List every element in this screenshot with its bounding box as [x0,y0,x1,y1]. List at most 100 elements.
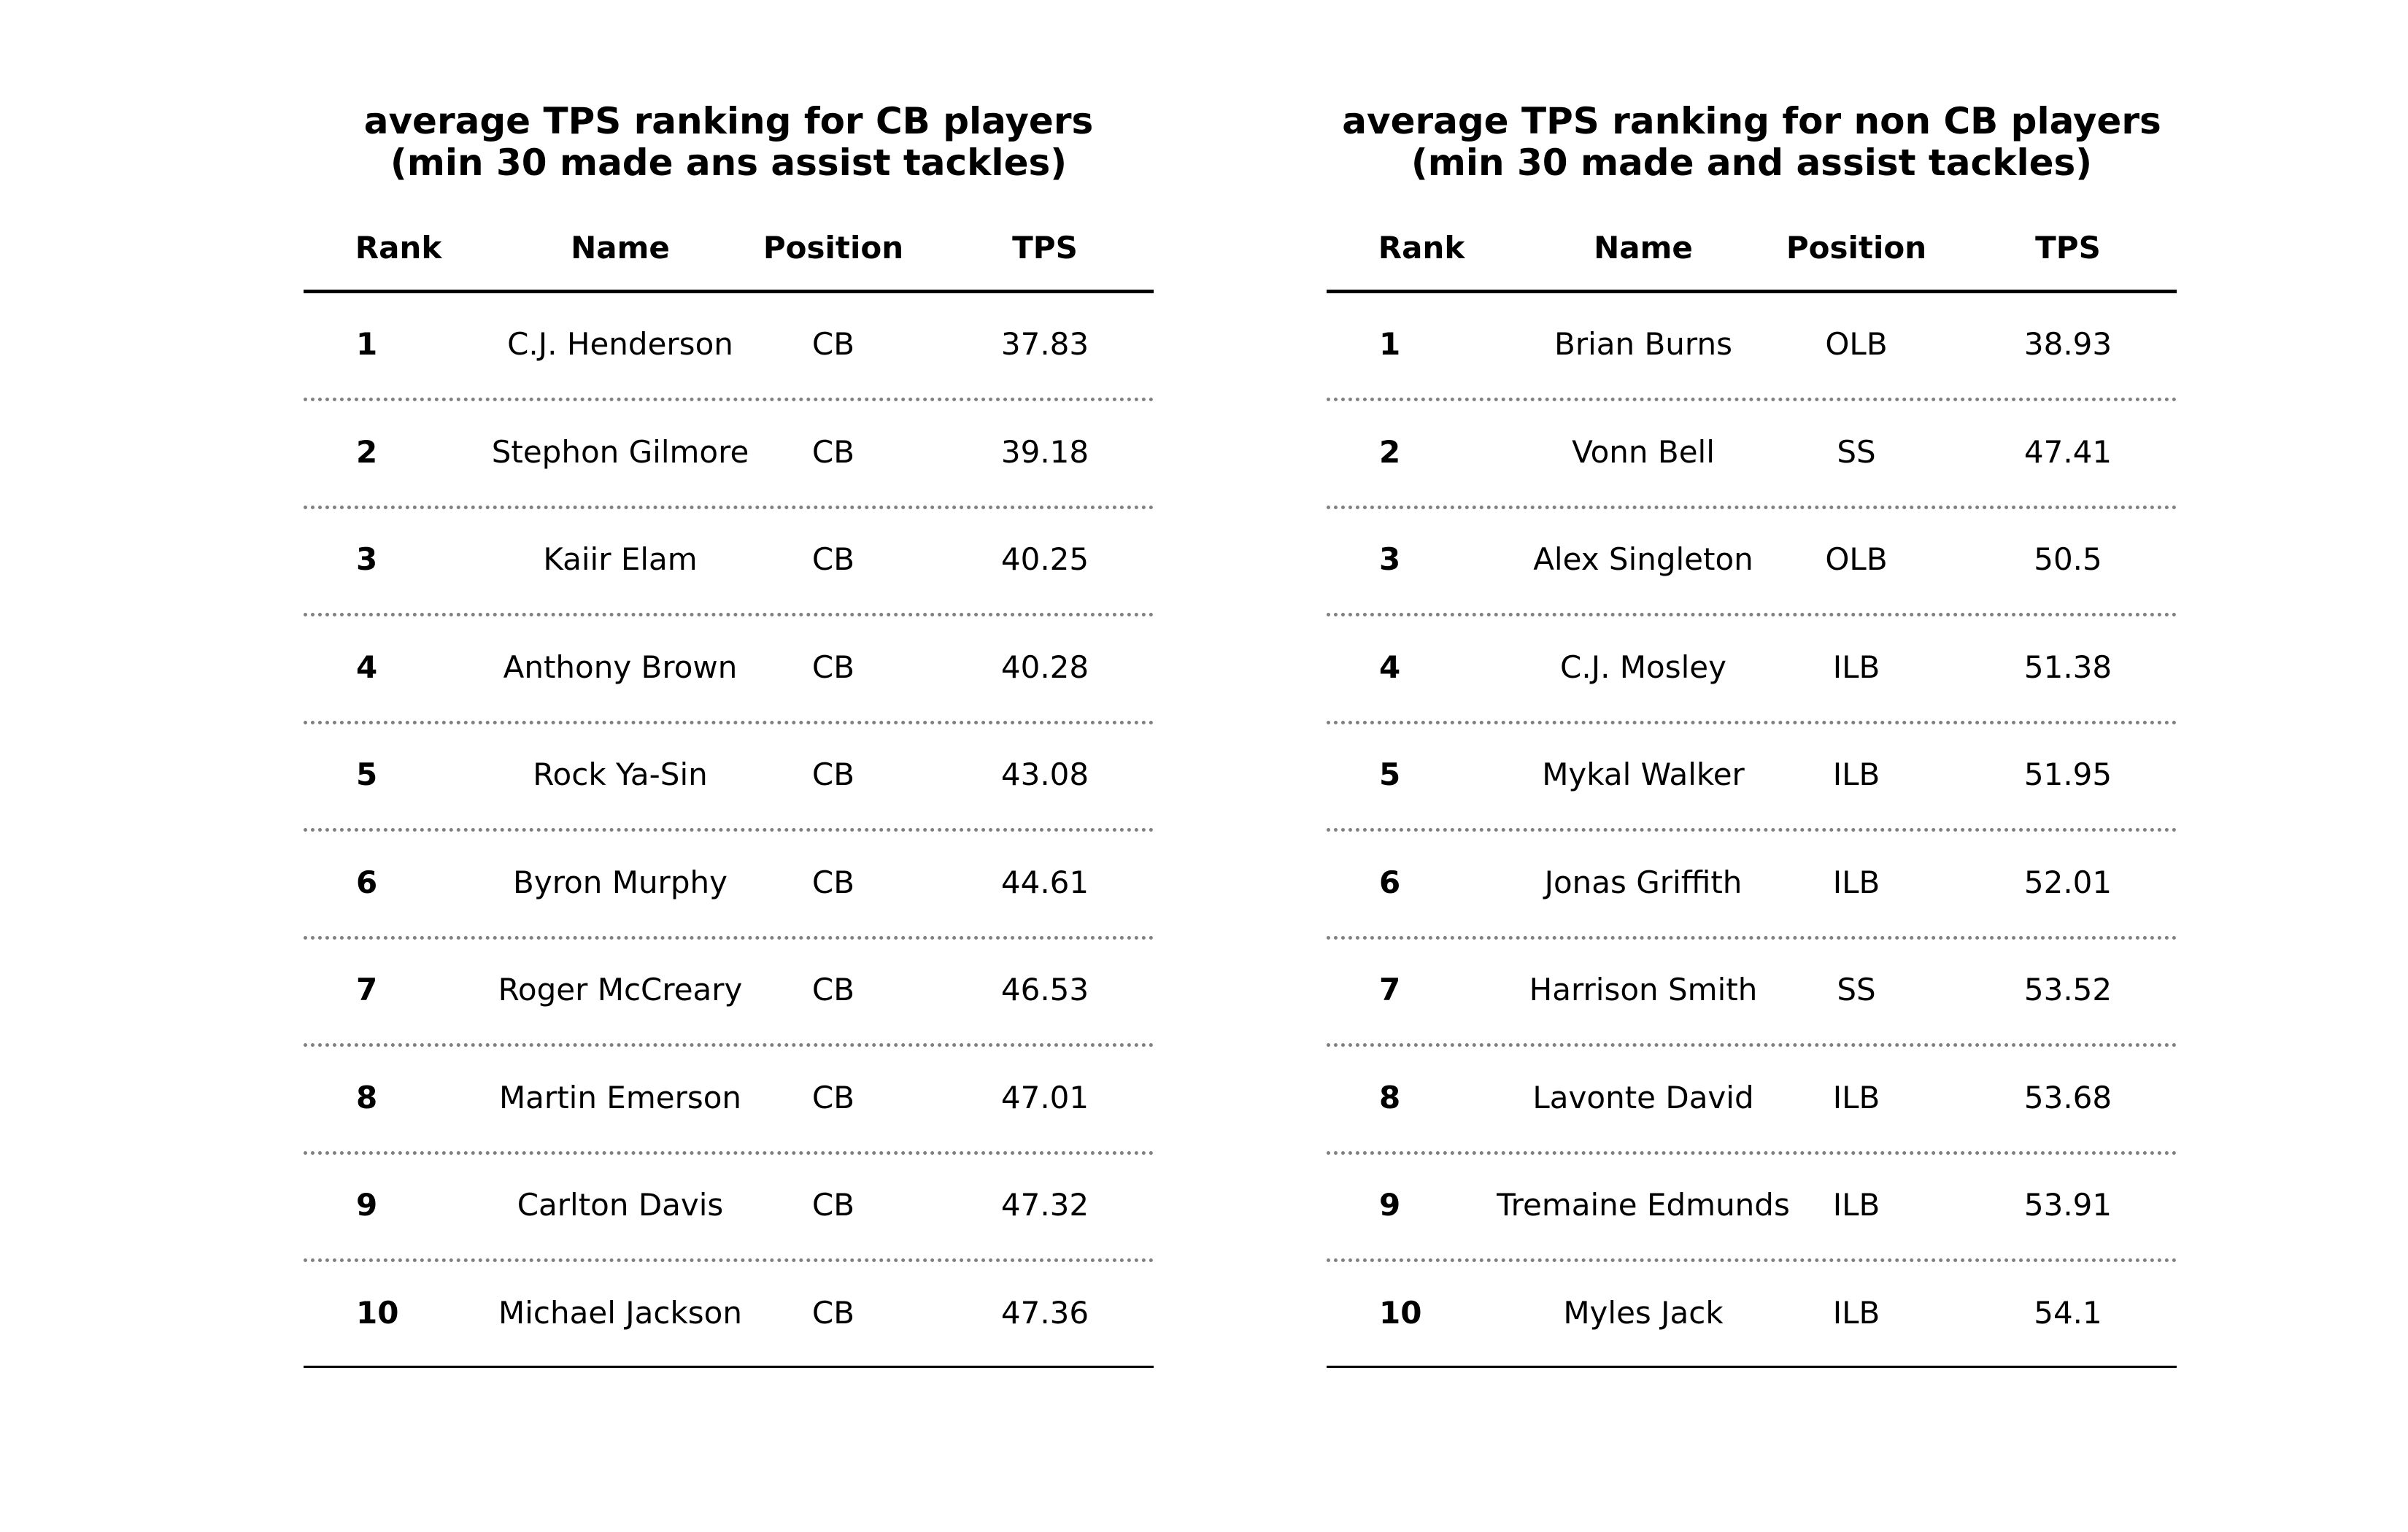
table-title-line-2: (min 30 made and assist tackles) [1411,142,2093,184]
cell-name: Alex Singleton [1533,541,1753,577]
cell-tps: 44.61 [1000,864,1089,900]
cell-name: Myles Jack [1563,1294,1724,1331]
cell-position: ILB [1832,1079,1880,1115]
cell-tps: 47.32 [1000,1187,1089,1223]
cell-position: ILB [1832,649,1880,685]
cell-position: CB [811,972,855,1007]
cell-position: CB [811,649,855,685]
cell-name: Rock Ya-Sin [533,757,708,792]
row-separator [1327,935,2177,940]
cell-name: Jonas Griffith [1544,864,1743,900]
cell-tps: 37.83 [1000,326,1089,362]
row-separator [1327,505,2177,509]
cell-rank: 1 [356,326,378,362]
non-cb-ranking-table: average TPS ranking for non CB players (… [1327,0,2177,1532]
column-header-rank: Rank [355,230,442,266]
cell-name: Mykal Walker [1542,757,1745,792]
row-separator [304,505,1154,509]
row-separator [304,935,1154,940]
row-separator [1327,1258,2177,1262]
column-header-tps: TPS [2035,230,2101,266]
cell-rank: 6 [356,864,378,900]
row-separator [1327,398,2177,401]
row-separator [1327,613,2177,616]
cell-tps: 51.95 [2023,757,2112,792]
cell-rank: 4 [356,649,378,685]
table-title: average TPS ranking for CB players (min … [260,101,1197,184]
row-separator [1327,1043,2177,1047]
cell-tps: 43.08 [1000,757,1089,792]
cell-rank: 8 [356,1079,378,1115]
header-rule [1327,290,2177,293]
cell-rank: 7 [356,972,378,1007]
cell-name: Harrison Smith [1529,972,1758,1007]
cell-tps: 40.28 [1000,649,1089,685]
cell-tps: 46.53 [1000,972,1089,1007]
cell-name: Brian Burns [1554,326,1732,362]
cell-position: CB [811,541,855,577]
cell-name: Martin Emerson [498,1079,742,1115]
bottom-rule [1327,1366,2177,1368]
cell-name: Stephon Gilmore [491,433,749,470]
row-separator [304,1150,1154,1155]
cell-position: ILB [1832,757,1880,792]
cell-name: Lavonte David [1532,1079,1754,1115]
cell-rank: 7 [1379,972,1401,1007]
cell-tps: 53.52 [2023,972,2112,1007]
cb-ranking-table: average TPS ranking for CB players (min … [304,0,1154,1532]
cell-name: Anthony Brown [503,649,738,685]
row-separator [304,828,1154,832]
cell-tps: 38.93 [2023,326,2112,362]
row-separator [304,398,1154,401]
cell-name: Byron Murphy [513,864,728,900]
cell-position: ILB [1832,1187,1880,1223]
cell-position: CB [811,1079,855,1115]
table-title-line-1: average TPS ranking for non CB players [1342,100,2161,142]
cell-rank: 3 [356,541,378,577]
cell-rank: 4 [1379,649,1401,685]
cell-position: CB [811,1187,855,1223]
cell-rank: 3 [1379,541,1401,577]
cell-rank: 10 [1379,1294,1422,1331]
cell-position: CB [811,433,855,470]
table-title-line-2: (min 30 made ans assist tackles) [390,142,1068,184]
cell-rank: 5 [1379,757,1401,792]
cell-name: C.J. Mosley [1560,649,1726,685]
cell-name: Kaiir Elam [543,541,698,577]
cell-position: CB [811,757,855,792]
cell-tps: 54.1 [2034,1294,2102,1331]
cell-rank: 10 [356,1294,399,1331]
column-header-name: Name [1594,230,1693,266]
cell-position: OLB [1825,541,1888,577]
row-separator [304,613,1154,616]
cell-name: Roger McCreary [498,972,743,1007]
cell-position: ILB [1832,864,1880,900]
cell-position: SS [1837,433,1876,470]
cell-rank: 8 [1379,1079,1401,1115]
row-separator [304,720,1154,724]
cell-tps: 53.91 [2023,1187,2112,1223]
row-separator [304,1258,1154,1262]
cell-position: ILB [1832,1294,1880,1331]
cell-tps: 51.38 [2023,649,2112,685]
column-header-tps: TPS [1012,230,1078,266]
column-header-position: Position [1786,230,1927,266]
cell-tps: 53.68 [2023,1079,2112,1115]
cell-position: CB [811,326,855,362]
cell-rank: 2 [356,433,378,470]
column-header-rank: Rank [1378,230,1465,266]
row-separator [1327,828,2177,832]
cell-name: Tremaine Edmunds [1497,1187,1790,1223]
header-rule [304,290,1154,293]
cell-position: CB [811,1294,855,1331]
cell-tps: 47.01 [1000,1079,1089,1115]
cell-position: CB [811,864,855,900]
table-title: average TPS ranking for non CB players (… [1283,101,2220,184]
cell-tps: 52.01 [2023,864,2112,900]
cell-name: Michael Jackson [498,1294,742,1331]
cell-rank: 6 [1379,864,1401,900]
column-header-name: Name [571,230,670,266]
cell-name: C.J. Henderson [507,326,733,362]
row-separator [1327,1150,2177,1155]
cell-rank: 9 [1379,1187,1401,1223]
